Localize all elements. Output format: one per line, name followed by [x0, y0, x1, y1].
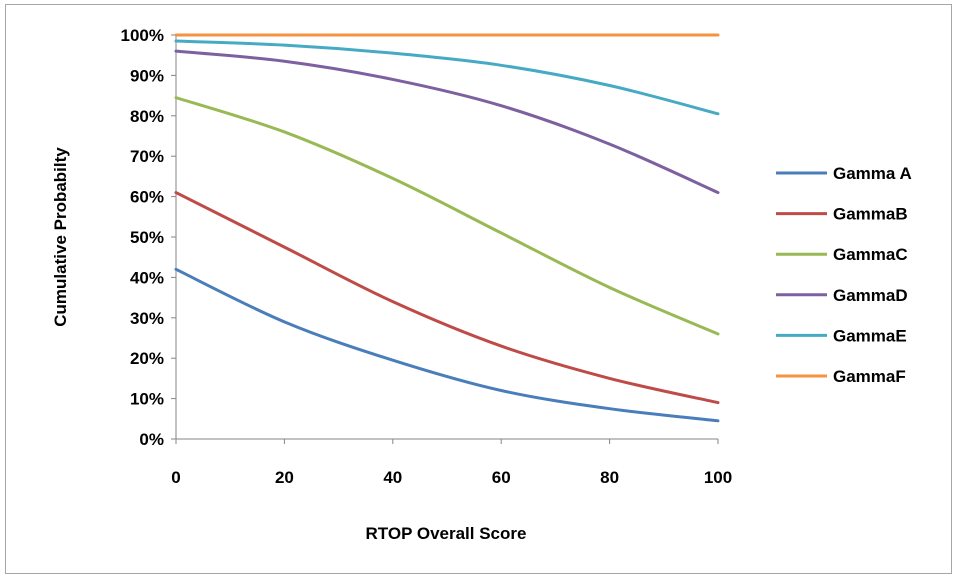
x-tick-label: 40 [383, 468, 402, 487]
y-tick-label: 40% [130, 268, 164, 287]
legend-label-gammab: GammaB [833, 205, 908, 224]
x-tick-label: 60 [492, 468, 511, 487]
x-axis-title: RTOP Overall Score [366, 524, 527, 543]
series-line-gamma-a [174, 267, 720, 423]
x-tick-label: 20 [275, 468, 294, 487]
y-tick-label: 100% [121, 26, 164, 45]
series-line-gammac [174, 96, 720, 336]
legend: Gamma A GammaB GammaC GammaD GammaE GammaF [776, 164, 912, 386]
y-tick-label: 90% [130, 66, 164, 85]
x-tick-label: 100 [704, 468, 732, 487]
legend-label-gammad: GammaD [833, 286, 908, 305]
y-tick-label: 0% [139, 430, 164, 449]
x-tick-label: 80 [600, 468, 619, 487]
y-axis-title: Cumulative Probabilty [51, 147, 70, 327]
x-tick-labels: 0 20 40 60 80 100 [171, 468, 732, 487]
legend-label-gammaf: GammaF [833, 367, 906, 386]
y-tick-labels: 0% 10% 20% 30% 40% 50% 60% 70% 80% 90% 100% [121, 26, 164, 449]
series-lines [174, 33, 720, 423]
series-line-gammad [174, 49, 720, 195]
y-tick-label: 30% [130, 309, 164, 328]
series-line-gammab [174, 191, 720, 405]
series-line-gammae [174, 39, 720, 116]
legend-label-gamma-a: Gamma A [833, 164, 912, 183]
x-tick-label: 0 [171, 468, 180, 487]
legend-label-gammae: GammaE [833, 326, 907, 345]
y-tick-label: 50% [130, 228, 164, 247]
legend-label-gammac: GammaC [833, 245, 908, 264]
y-tick-label: 60% [130, 188, 164, 207]
y-tick-label: 10% [130, 390, 164, 409]
y-tick-label: 80% [130, 107, 164, 126]
y-tick-label: 20% [130, 349, 164, 368]
axes [171, 34, 719, 444]
y-tick-label: 70% [130, 147, 164, 166]
